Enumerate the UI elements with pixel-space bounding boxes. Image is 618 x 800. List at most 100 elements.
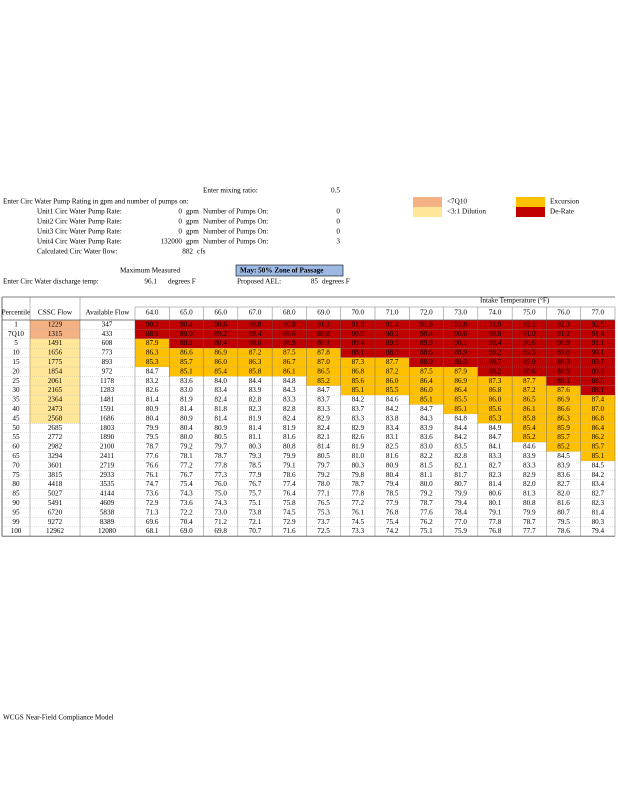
percentile: 50 — [12, 424, 20, 432]
cssc-flow: 2165 — [48, 386, 63, 394]
cell-highlight — [580, 376, 615, 386]
cssc-flow: 1854 — [48, 367, 63, 375]
value: 0 — [336, 208, 340, 216]
temperature: 83.2 — [146, 377, 159, 385]
temperature: 77.2 — [352, 499, 365, 507]
temperature: 85.3 — [489, 414, 502, 422]
temperature: 79.7 — [317, 461, 330, 469]
temperature: 76.1 — [146, 471, 159, 479]
temperature: 91.3 — [352, 320, 365, 328]
unit: gpm — [186, 238, 199, 246]
cssc-flow: 6720 — [48, 508, 63, 516]
cell-highlight — [443, 320, 478, 330]
temperature: 85.1 — [420, 396, 433, 404]
label: Calculated Circ Water flow: — [37, 248, 118, 256]
cell-highlight — [512, 348, 547, 358]
cell-highlight — [340, 320, 375, 330]
cell-highlight — [546, 367, 581, 377]
temperature: 89.4 — [352, 339, 365, 347]
temperature: 73.0 — [214, 508, 227, 516]
cell-highlight — [375, 329, 410, 339]
percentile: 60 — [12, 443, 20, 451]
available-flow: 1591 — [100, 405, 115, 413]
temperature-header: 74.0 — [489, 309, 502, 317]
cell-highlight — [306, 338, 341, 349]
temperature: 89.6 — [283, 330, 296, 338]
cell-highlight — [580, 451, 615, 461]
temperature: 80.3 — [592, 518, 605, 526]
temperature: 83.7 — [317, 396, 330, 404]
temperature: 90.1 — [592, 349, 605, 357]
flow-highlight — [30, 348, 80, 358]
temperature: 80.3 — [249, 443, 262, 451]
temperature: 86.3 — [146, 349, 159, 357]
cell-highlight — [203, 338, 238, 349]
temperature: 75.8 — [283, 499, 296, 507]
temperature: 85.2 — [557, 443, 570, 451]
flow-highlight — [30, 329, 80, 339]
cell-highlight — [443, 338, 478, 349]
temperature: 75.7 — [249, 490, 262, 498]
temperature: 78.6 — [557, 527, 570, 535]
temperature: 79.7 — [214, 443, 227, 451]
temperature: 78.7 — [214, 452, 227, 460]
cell-highlight — [443, 385, 478, 396]
temperature: 83.9 — [420, 424, 433, 432]
zone-label: May: 50% Zone of Passage — [240, 267, 323, 275]
percentile: 85 — [12, 490, 20, 498]
temperature: 81.9 — [180, 396, 193, 404]
cell-highlight — [306, 329, 341, 339]
temperature: 83.6 — [557, 471, 570, 479]
temperature: 81.9 — [352, 443, 365, 451]
temperature: 83.9 — [523, 452, 536, 460]
temperature: 85.7 — [180, 358, 193, 366]
temperature: 78.7 — [420, 499, 433, 507]
cell-highlight — [272, 367, 307, 377]
percentile: 95 — [12, 508, 20, 516]
temperature: 76.4 — [283, 490, 296, 498]
temperature: 79.9 — [283, 452, 296, 460]
temperature: 88.9 — [454, 349, 467, 357]
temperature: 84.7 — [420, 405, 433, 413]
temperature: 82.8 — [454, 452, 467, 460]
temperature: 86.4 — [592, 424, 605, 432]
cell-highlight — [237, 320, 273, 330]
temperature: 85.8 — [249, 367, 262, 375]
temperature: 82.9 — [317, 414, 330, 422]
temperature: 73.6 — [146, 490, 159, 498]
temperature: 80.9 — [214, 424, 227, 432]
cell-highlight — [375, 357, 410, 367]
temperature: 77.8 — [352, 490, 365, 498]
temperature: 77.9 — [386, 499, 399, 507]
temperature: 74.5 — [283, 508, 296, 516]
temperature: 75.3 — [317, 508, 330, 516]
temperature: 83.3 — [523, 461, 536, 469]
temperature: 80.4 — [180, 424, 193, 432]
temperature: 79.5 — [557, 518, 570, 526]
temperature: 89.8 — [317, 330, 330, 338]
temperature: 89.9 — [420, 339, 433, 347]
value: 0.5 — [331, 187, 340, 195]
cell-highlight — [580, 423, 615, 433]
temperature: 77.8 — [489, 518, 502, 526]
temperature: 89.7 — [592, 358, 605, 366]
available-flow: 433 — [102, 330, 113, 338]
cell-highlight — [477, 367, 513, 377]
percentile: 40 — [12, 405, 20, 413]
available-flow: 1890 — [100, 433, 115, 441]
temperature: 79.2 — [420, 490, 433, 498]
percentile: 99 — [12, 518, 20, 526]
column-header: Available Flow — [86, 309, 131, 317]
temperature: 92.1 — [523, 320, 536, 328]
value: 0 — [336, 228, 340, 236]
temperature-header: 69.0 — [317, 309, 330, 317]
cell-highlight — [135, 348, 170, 358]
temperature: 88.1 — [180, 339, 193, 347]
cell-highlight — [135, 338, 170, 349]
cell-highlight — [135, 320, 170, 330]
temperature: 88.6 — [249, 339, 262, 347]
cell-highlight — [375, 348, 410, 358]
temperature: 81.1 — [420, 471, 433, 479]
temperature: 86.5 — [523, 396, 536, 404]
legend-swatch — [413, 197, 442, 207]
